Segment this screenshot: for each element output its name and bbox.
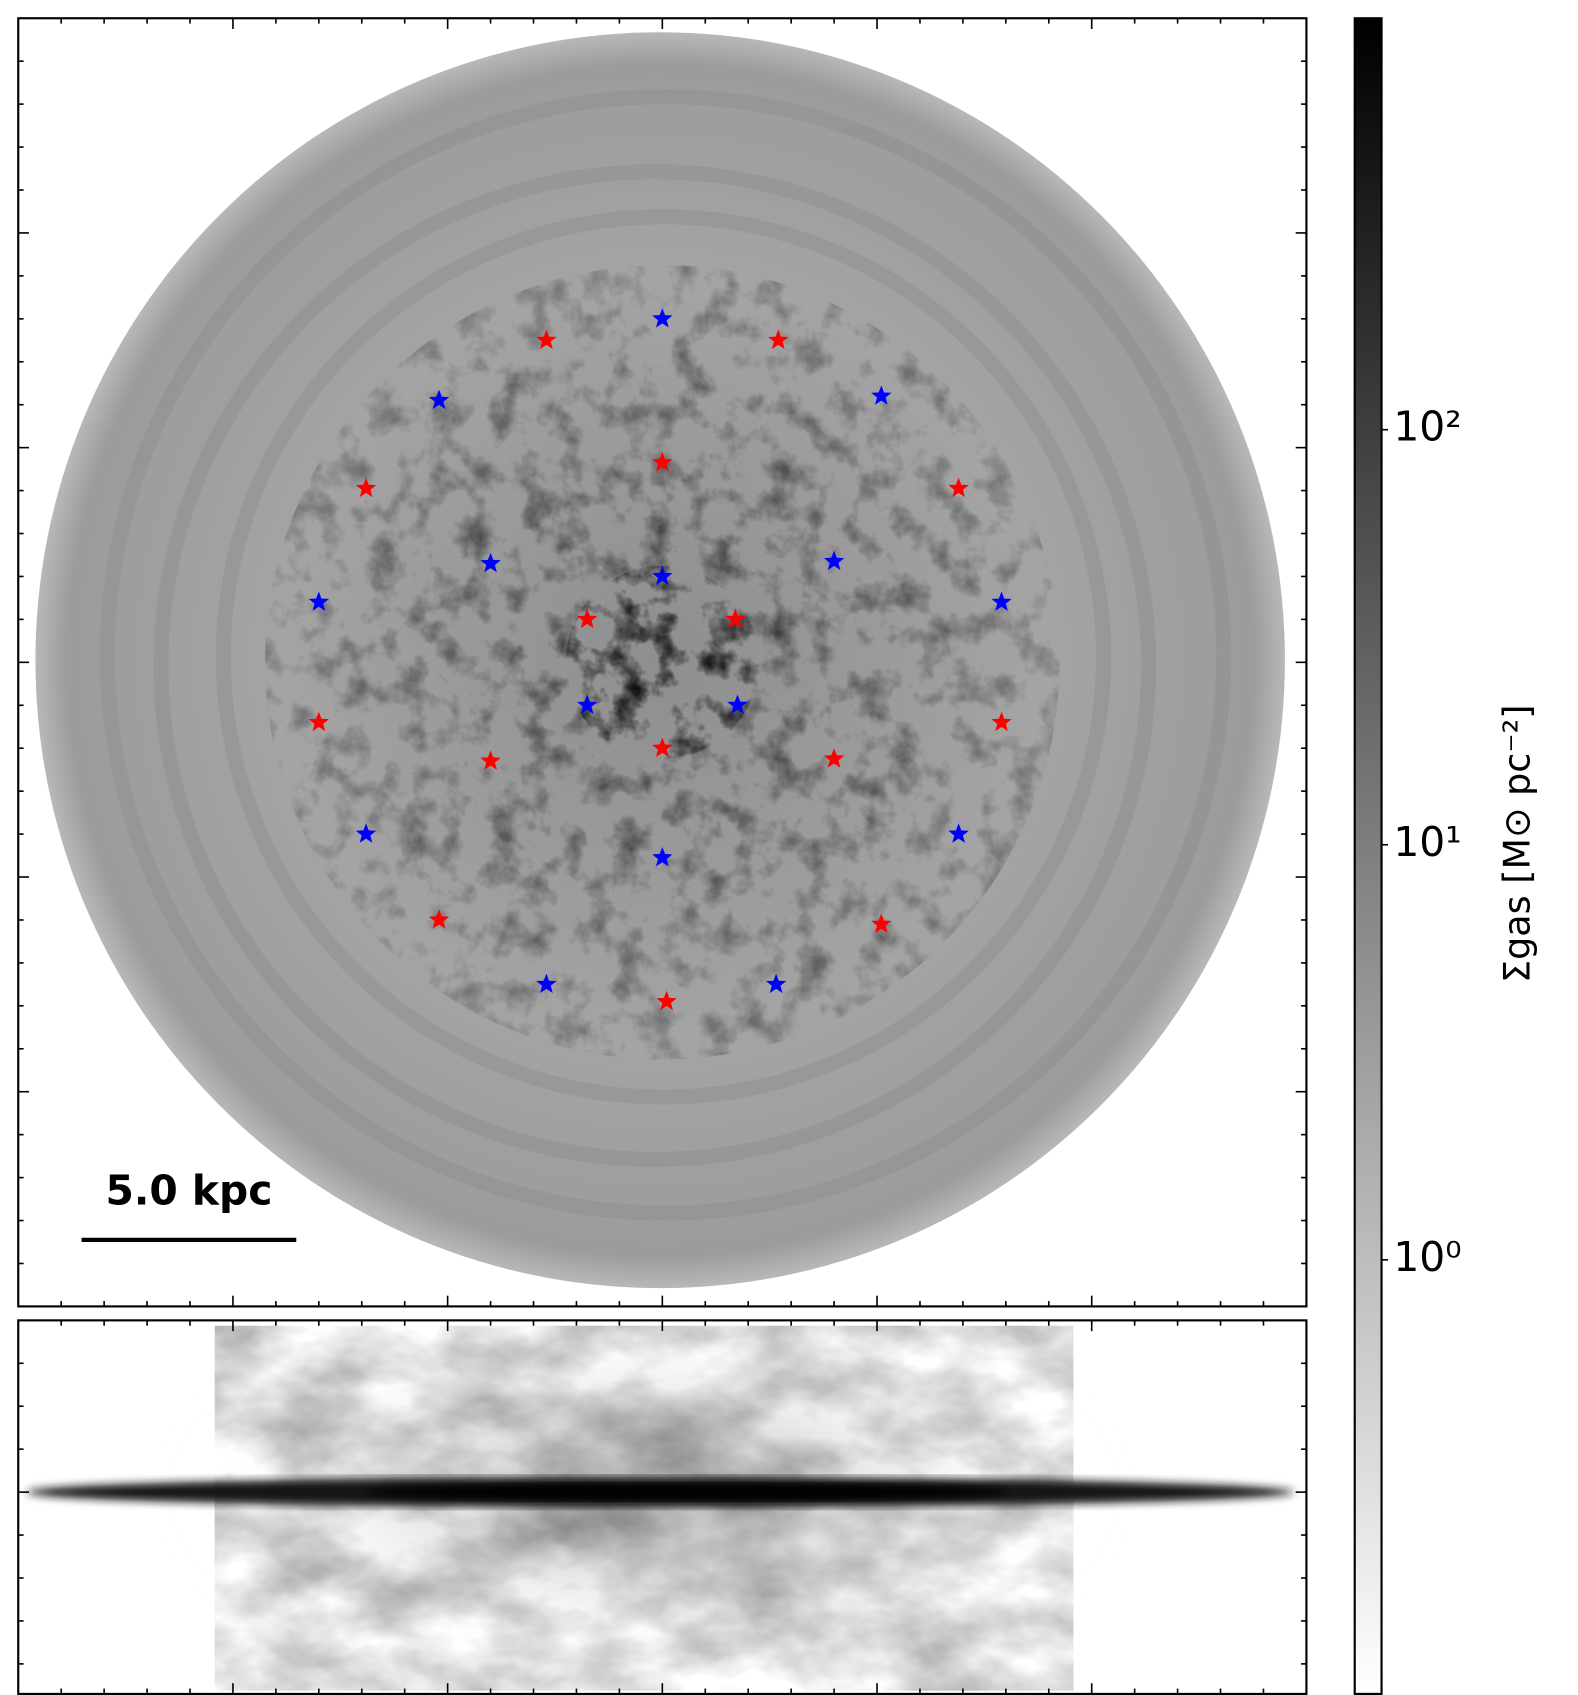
star-marker — [652, 737, 673, 757]
star-marker — [765, 973, 787, 994]
star-marker — [652, 565, 673, 586]
star-marker — [871, 385, 892, 405]
star-marker — [480, 750, 501, 770]
colorbar-label: Σgas [M⊙ pc⁻²] — [1495, 705, 1538, 983]
star-marker — [652, 846, 673, 867]
face-on-map — [18, 18, 1307, 1307]
star-marker — [768, 329, 789, 349]
star-marker — [991, 591, 1012, 611]
colorbar — [1353, 17, 1383, 1695]
star-marker — [948, 477, 969, 498]
colorbar-tick-label: 10² — [1393, 403, 1461, 451]
star-marker — [428, 389, 450, 410]
star-marker — [576, 608, 598, 629]
edge-on-map — [18, 1320, 1307, 1694]
star-marker — [725, 608, 746, 629]
star-marker — [355, 477, 377, 498]
star-marker — [576, 694, 598, 714]
star-marker — [948, 823, 969, 843]
star-marker — [428, 909, 450, 929]
star-marker — [823, 550, 845, 571]
star-marker — [652, 308, 673, 328]
star-marker — [823, 748, 845, 768]
star-marker — [308, 711, 330, 732]
star-marker — [536, 973, 557, 994]
star-marker — [480, 552, 501, 573]
star-marker — [656, 990, 677, 1011]
star-marker — [355, 823, 377, 843]
star-marker — [871, 913, 892, 933]
colorbar-tick-label: 10¹ — [1393, 818, 1461, 866]
star-marker — [991, 711, 1012, 732]
star-marker — [536, 329, 557, 349]
colorbar-tick-label: 10⁰ — [1393, 1233, 1461, 1281]
star-marker — [308, 591, 330, 611]
scale-bar-label: 5.0 kpc — [105, 1167, 272, 1215]
star-marker — [652, 451, 673, 472]
star-marker — [727, 694, 748, 714]
